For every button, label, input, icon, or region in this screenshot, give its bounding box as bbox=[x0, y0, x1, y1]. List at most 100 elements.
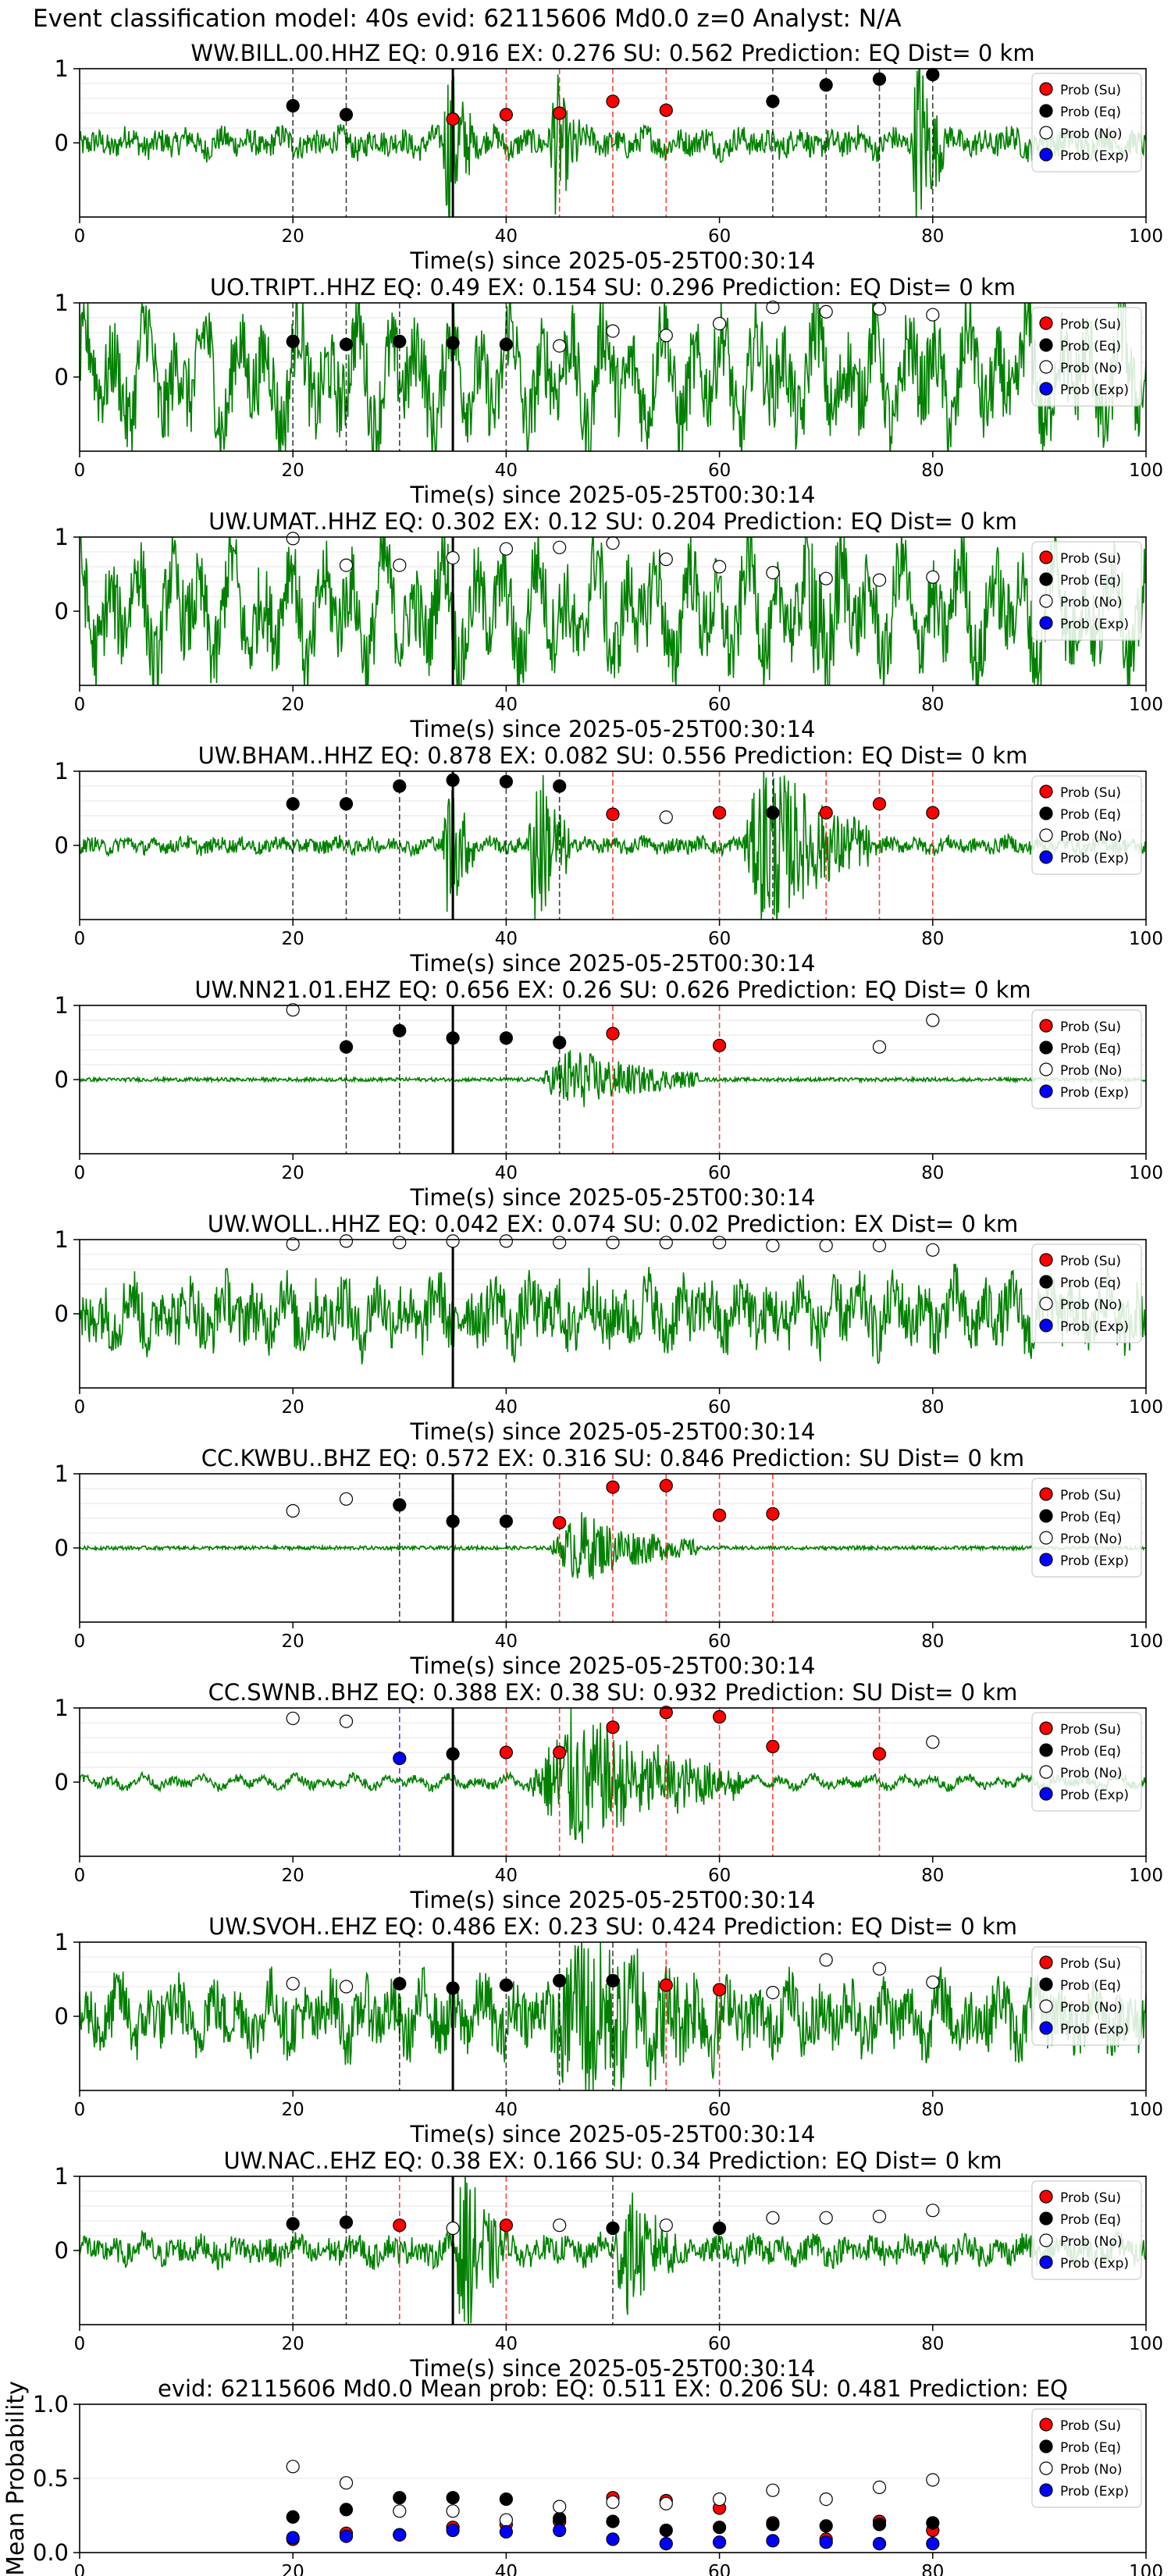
legend-marker bbox=[1039, 1509, 1053, 1523]
mean-point-probexp bbox=[926, 2537, 940, 2551]
prob-point-no bbox=[606, 324, 620, 338]
prob-point-eq bbox=[339, 337, 354, 351]
mean-point-probeq bbox=[606, 2514, 620, 2528]
y-tick-label: 0 bbox=[55, 130, 69, 156]
prob-point-su bbox=[606, 807, 620, 821]
prob-point-eq bbox=[926, 67, 940, 82]
prob-point-no bbox=[553, 2218, 567, 2233]
legend-marker bbox=[1039, 338, 1053, 352]
x-tick-label: 0 bbox=[74, 1163, 86, 1183]
legend: Prob (Su) Prob (Eq) Prob (No) Prob (Exp) bbox=[1031, 775, 1142, 875]
waveform-trace bbox=[80, 1512, 1146, 1580]
prob-point-no bbox=[766, 2211, 780, 2225]
legend-label: Prob (No) bbox=[1060, 1766, 1123, 1781]
prob-point-eq bbox=[499, 337, 514, 351]
legend-label: Prob (Su) bbox=[1060, 1488, 1121, 1503]
station-panel-7: CC.KWBU..BHZ EQ: 0.572 EX: 0.316 SU: 0.8… bbox=[55, 1445, 1163, 1679]
legend-marker bbox=[1039, 2211, 1053, 2226]
y-tick-label: 0 bbox=[55, 1535, 69, 1561]
x-tick-label: 60 bbox=[708, 1631, 731, 1652]
mean-point-probno bbox=[926, 2473, 940, 2487]
legend-marker bbox=[1039, 850, 1053, 864]
x-tick-label: 40 bbox=[495, 2562, 518, 2576]
y-tick-label: 0 bbox=[55, 2003, 69, 2030]
prob-point-no bbox=[339, 558, 354, 572]
x-tick-label: 0 bbox=[74, 1631, 86, 1652]
mean-point-probno bbox=[659, 2496, 673, 2510]
legend-marker bbox=[1039, 594, 1053, 608]
legend-marker bbox=[1039, 1084, 1053, 1098]
legend-frame bbox=[1031, 775, 1142, 875]
x-tick-label: 60 bbox=[708, 461, 731, 481]
x-tick-label: 40 bbox=[495, 1866, 518, 1886]
legend-frame bbox=[1031, 1478, 1142, 1578]
prob-point-no bbox=[926, 1735, 940, 1749]
x-axis-label: Time(s) since 2025-05-25T00:30:14 bbox=[410, 1653, 816, 1679]
prob-point-su bbox=[766, 1507, 780, 1521]
prob-point-no bbox=[606, 535, 620, 550]
legend-label: Prob (Su) bbox=[1060, 1254, 1121, 1269]
x-tick-label: 60 bbox=[708, 1163, 731, 1183]
mean-point-probeq bbox=[766, 2517, 780, 2532]
mean-point-probeq bbox=[659, 2523, 673, 2538]
x-tick-label: 80 bbox=[921, 2334, 944, 2354]
legend-label: Prob (Su) bbox=[1060, 83, 1121, 98]
prob-point-no bbox=[819, 1238, 833, 1253]
prob-point-no bbox=[286, 532, 300, 546]
x-tick-label: 100 bbox=[1129, 929, 1163, 949]
y-tick-label: 1 bbox=[55, 524, 69, 550]
x-tick-label: 60 bbox=[708, 226, 731, 247]
prob-point-su bbox=[766, 1739, 780, 1753]
x-tick-label: 80 bbox=[921, 1631, 944, 1652]
x-tick-label: 40 bbox=[495, 1631, 518, 1652]
prob-point-eq bbox=[339, 108, 354, 122]
prob-point-eq bbox=[446, 773, 460, 788]
legend-label: Prob (Su) bbox=[1060, 2190, 1121, 2206]
prob-point-no bbox=[606, 1236, 620, 1250]
x-axis-label: Time(s) since 2025-05-25T00:30:14 bbox=[410, 1887, 816, 1913]
legend-marker bbox=[1039, 1765, 1053, 1779]
y-tick-label: 1 bbox=[55, 1929, 69, 1955]
y-tick-label: 1 bbox=[55, 758, 69, 785]
prob-point-su bbox=[659, 1978, 673, 1992]
mean-point-probeq bbox=[446, 2491, 460, 2505]
y-tick-label: 0.0 bbox=[33, 2539, 69, 2566]
legend-label: Prob (Eq) bbox=[1060, 1276, 1121, 1291]
legend-frame bbox=[1031, 1009, 1142, 1109]
mean-point-probeq bbox=[872, 2517, 887, 2532]
legend-label: Prob (Su) bbox=[1060, 785, 1121, 801]
prob-point-no bbox=[819, 304, 833, 318]
prob-point-eq bbox=[499, 1514, 514, 1528]
y-tick-label: 1 bbox=[55, 55, 69, 82]
mean-point-probexp bbox=[819, 2535, 833, 2549]
prob-point-eq bbox=[553, 779, 567, 793]
mean-point-probno bbox=[606, 2495, 620, 2509]
prob-point-no bbox=[766, 565, 780, 580]
station-panel-3: UW.UMAT..HHZ EQ: 0.302 EX: 0.12 SU: 0.20… bbox=[55, 508, 1163, 742]
x-tick-label: 40 bbox=[495, 929, 518, 949]
panel-title: UW.NAC..EHZ EQ: 0.38 EX: 0.166 SU: 0.34 … bbox=[224, 2147, 1002, 2174]
x-tick-label: 80 bbox=[921, 1163, 944, 1183]
station-panel-6: UW.WOLL..HHZ EQ: 0.042 EX: 0.074 SU: 0.0… bbox=[55, 1211, 1163, 1445]
prob-point-eq bbox=[286, 98, 300, 113]
prob-point-eq bbox=[553, 1035, 567, 1050]
x-axis-label: Time(s) since 2025-05-25T00:30:14 bbox=[410, 482, 816, 508]
mean-point-probeq bbox=[712, 2521, 727, 2535]
x-tick-label: 80 bbox=[921, 2100, 944, 2120]
prob-point-no bbox=[926, 570, 940, 584]
x-tick-label: 0 bbox=[74, 1397, 86, 1418]
legend-marker bbox=[1039, 616, 1053, 630]
prob-point-eq bbox=[446, 1514, 460, 1528]
prob-point-no bbox=[819, 1953, 833, 1967]
panel-title: WW.BILL.00.HHZ EQ: 0.916 EX: 0.276 SU: 0… bbox=[190, 40, 1034, 66]
legend: Prob (Su) Prob (Eq) Prob (No) Prob (Exp) bbox=[1031, 1244, 1142, 1343]
legend-marker bbox=[1039, 1721, 1053, 1735]
legend-marker bbox=[1039, 1531, 1053, 1545]
legend-label: Prob (No) bbox=[1060, 2000, 1123, 2016]
mean-point-probeq bbox=[393, 2491, 407, 2505]
prob-point-eq bbox=[499, 1031, 514, 1045]
prob-point-no bbox=[659, 810, 673, 824]
waveform-trace bbox=[80, 1050, 1146, 1108]
x-tick-label: 100 bbox=[1129, 1163, 1163, 1183]
